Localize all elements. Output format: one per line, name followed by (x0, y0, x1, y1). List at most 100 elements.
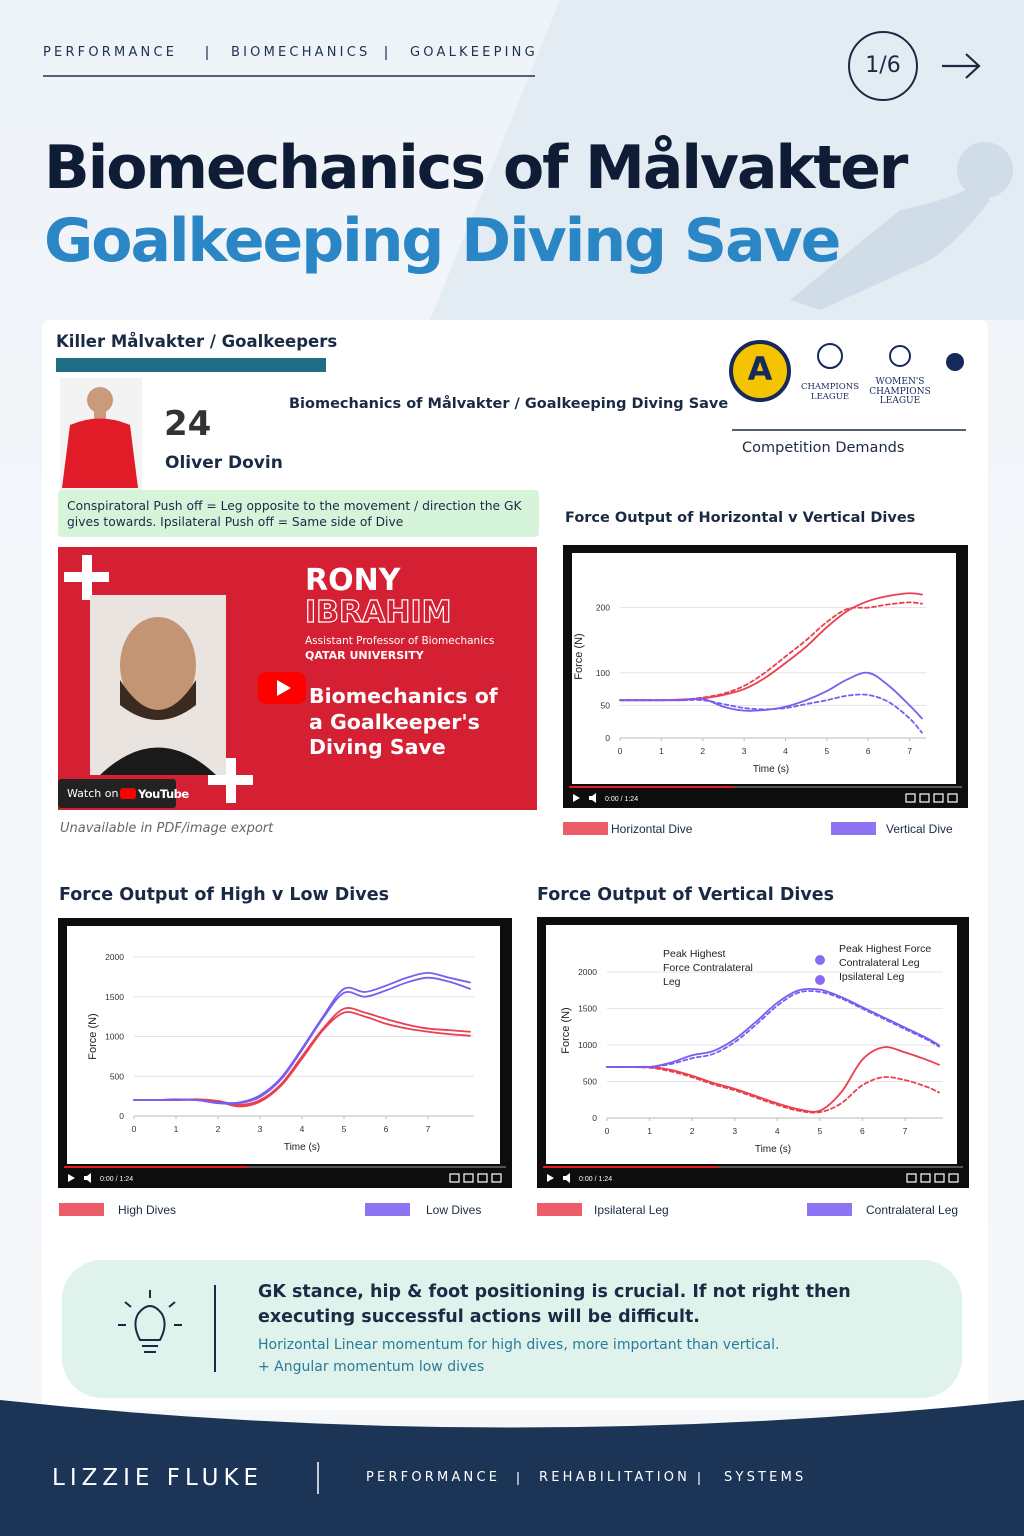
x-tick-label: 4 (300, 1124, 305, 1134)
y-axis-title: Force (N) (87, 1013, 99, 1059)
logo-line: LEAGUE (810, 392, 850, 402)
logo-line: WOMEN'S (875, 377, 925, 387)
player-number: 24 (164, 404, 212, 444)
club-logo (946, 353, 964, 371)
player-control (477, 1173, 488, 1183)
play-button (573, 794, 580, 802)
footer-band (0, 1400, 1024, 1536)
y-axis-title: Force (N) (573, 633, 585, 679)
legend-label: Contralateral Leg (866, 1203, 958, 1217)
player-control (933, 793, 944, 803)
chart: 0 50 100 200 0 1 2 3 4 5 6 7 Time (s) Force (N) 0:00 /… (563, 545, 968, 836)
note-box (58, 490, 539, 537)
note-text: Conspiratoral Push off = Leg opposite to… (67, 499, 522, 529)
brand: LIZZIE FLUKE (52, 1465, 264, 1491)
x-axis-title: Time (s) (755, 1144, 791, 1155)
x-tick-label: 5 (342, 1124, 347, 1134)
x-axis-title: Time (s) (753, 764, 789, 775)
video-embed[interactable] (58, 547, 537, 810)
data-line (606, 987, 940, 1069)
bulb-icon (118, 1290, 182, 1353)
annotation-dot (815, 975, 825, 985)
legend-swatch (59, 1203, 104, 1216)
data-line (606, 990, 940, 1069)
y-tick-label: 1000 (578, 1040, 597, 1050)
platform-name[interactable]: YouTube (138, 787, 189, 801)
player-photo (60, 378, 142, 490)
play-button (547, 1174, 554, 1182)
player-control (948, 1173, 959, 1183)
nav-item[interactable]: PERFORMANCE (43, 45, 178, 60)
tip-line: Horizontal Linear momentum for high dive… (258, 1337, 780, 1353)
player-control (919, 793, 930, 803)
tip-headline: GK stance, hip & foot positioning is cru… (258, 1282, 851, 1327)
y-tick-label: 1000 (105, 1032, 124, 1042)
nav-item[interactable]: GOALKEEPING (410, 45, 538, 60)
footer-nav-item[interactable]: REHABILITATION (539, 1470, 691, 1485)
y-tick-label: 0 (119, 1111, 124, 1121)
x-tick-label: 3 (258, 1124, 263, 1134)
speaker-first-name: RONY (305, 563, 401, 598)
data-line (606, 1066, 940, 1114)
x-axis-title: Time (s) (284, 1142, 320, 1153)
annotation: Ipsilateral Leg (839, 971, 905, 983)
video-caption: Unavailable in PDF/image export (60, 821, 274, 836)
chart-title: Force Output of High v Low Dives (59, 885, 389, 905)
logo-text: CHAMPIONS LEAGUE (795, 382, 865, 402)
player-control (463, 1173, 474, 1183)
next-arrow[interactable] (942, 53, 981, 79)
legend-label: Ipsilateral Leg (594, 1203, 669, 1217)
y-tick-label: 2000 (105, 952, 124, 962)
plot-background (67, 926, 500, 1164)
page-circle (848, 31, 918, 101)
legend-swatch (537, 1203, 582, 1216)
keeper-silhouette (790, 142, 1013, 310)
plot-background (572, 553, 956, 784)
legend-swatch (807, 1203, 852, 1216)
annotation: Peak Highest (663, 948, 726, 960)
x-tick-label: 0 (618, 746, 623, 756)
video-title-line: Biomechanics of (309, 684, 498, 708)
x-tick-label: 3 (732, 1126, 737, 1136)
x-tick-label: 2 (700, 746, 705, 756)
footer-nav-item[interactable]: PERFORMANCE (366, 1470, 501, 1485)
play-button (68, 1174, 75, 1182)
player-control (906, 1173, 917, 1183)
y-tick-label: 2000 (578, 967, 597, 977)
x-tick-label: 5 (824, 746, 829, 756)
player-time: 0:00 / 1:24 (579, 1176, 612, 1183)
annotation: Force Contralateral (663, 962, 753, 974)
data-line (606, 1046, 940, 1113)
x-tick-label: 7 (903, 1126, 908, 1136)
player-control (905, 793, 916, 803)
volume-icon (589, 793, 596, 803)
y-tick-label: 200 (596, 603, 610, 613)
x-tick-label: 7 (426, 1124, 431, 1134)
chart-title: Force Output of Vertical Dives (537, 885, 835, 905)
player-control (449, 1173, 460, 1183)
chart-title: Force Output of Horizontal v Vertical Di… (565, 510, 916, 526)
y-tick-label: 500 (583, 1077, 597, 1087)
speaker-affiliation: QATAR UNIVERSITY (305, 649, 424, 662)
watch-on[interactable]: Watch on (67, 787, 119, 800)
x-tick-label: 1 (174, 1124, 179, 1134)
logo-line: LEAGUE (879, 396, 921, 406)
footer-nav-item[interactable]: SYSTEMS (724, 1470, 807, 1485)
player-name: Oliver Dovin (165, 453, 283, 473)
player-time: 0:00 / 1:24 (100, 1176, 133, 1183)
heading-bar (56, 358, 326, 372)
cl-logo (817, 343, 843, 369)
legend-swatch (365, 1203, 410, 1216)
player-control (920, 1173, 931, 1183)
legend-label: High Dives (118, 1203, 176, 1217)
legend-label: Vertical Dive (886, 822, 953, 836)
x-tick-label: 4 (775, 1126, 780, 1136)
competition-label: Competition Demands (742, 440, 905, 456)
x-tick-label: 6 (866, 746, 871, 756)
data-line (619, 693, 923, 734)
plot-background (546, 925, 957, 1164)
player-control (934, 1173, 945, 1183)
nav-item[interactable]: BIOMECHANICS (231, 45, 371, 60)
legend-swatch (563, 822, 608, 835)
speaker-role: Assistant Professor of Biomechanics (305, 635, 495, 647)
